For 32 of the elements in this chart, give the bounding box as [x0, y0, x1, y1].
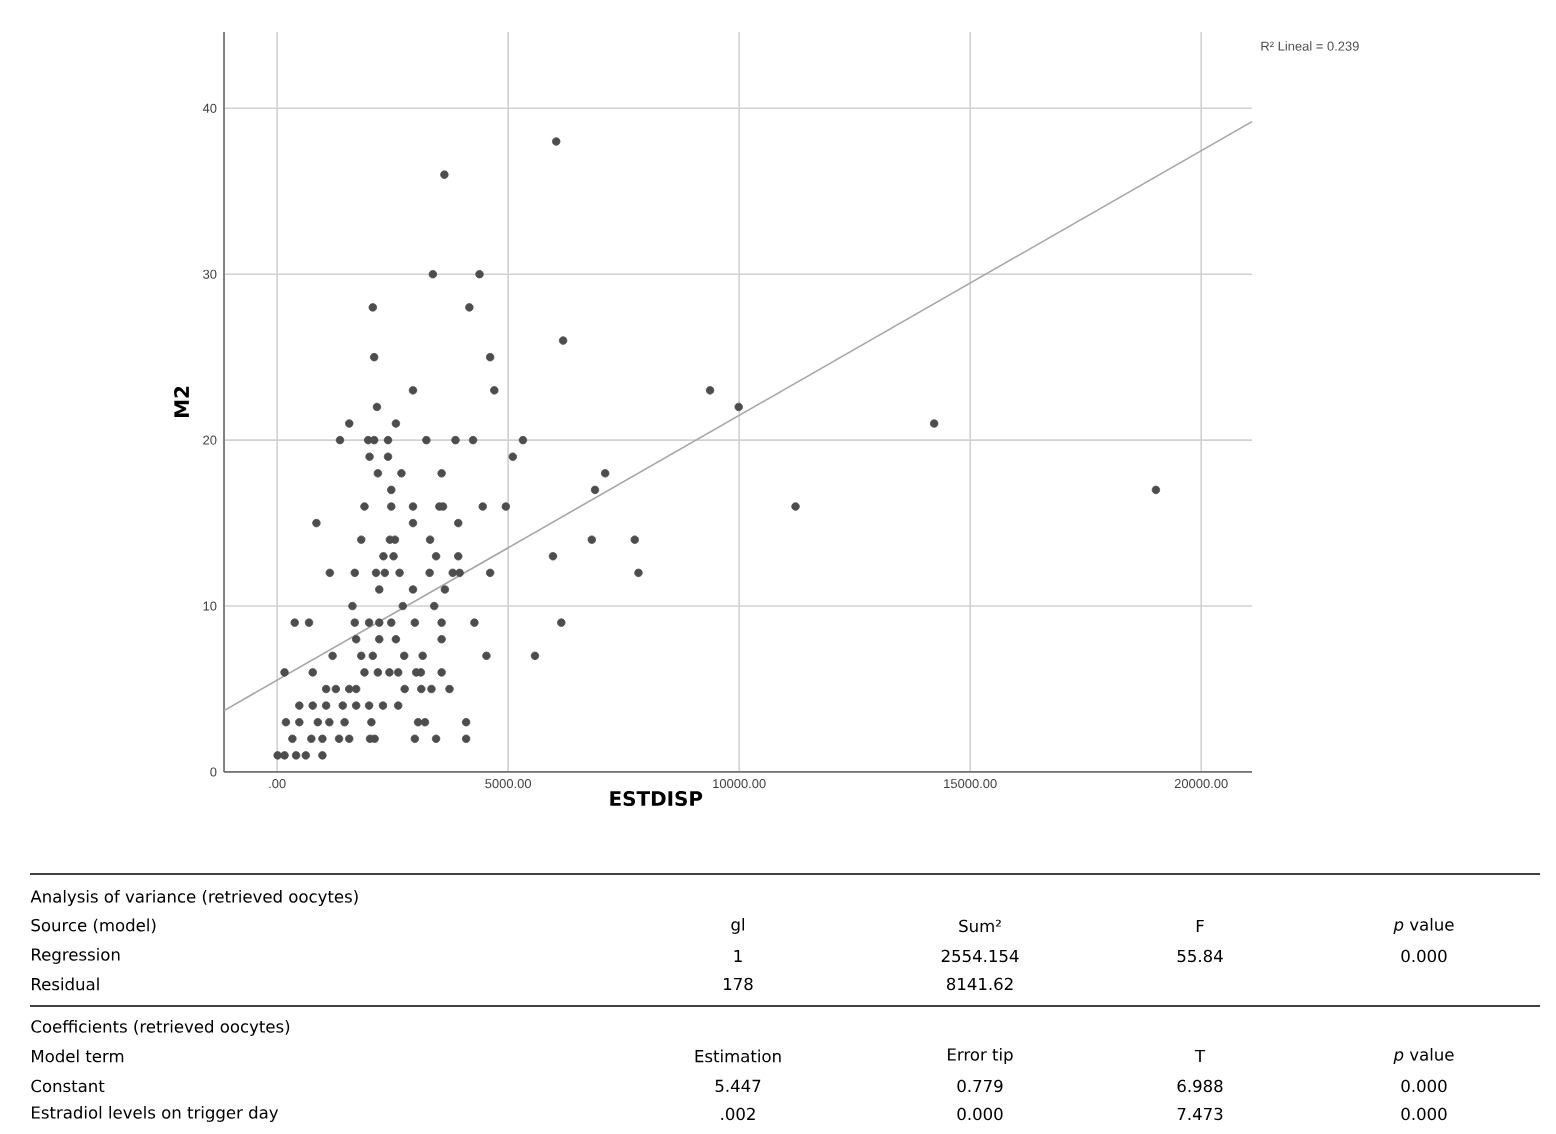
text: F — [1196, 919, 1204, 932]
y-axis-title: M2 — [174, 386, 189, 417]
text: Estradiol levels on trigger day — [32, 1105, 279, 1122]
text: 7.473 — [1177, 1107, 1223, 1121]
text: 0.000 — [1401, 1079, 1447, 1093]
text: 5.447 — [715, 1079, 761, 1093]
text: .002 — [721, 1107, 755, 1121]
text: Sum² — [959, 919, 1001, 933]
text: T — [1194, 1049, 1206, 1062]
text: Estimation — [695, 1049, 781, 1063]
source-note: Source (model) — [31, 918, 156, 934]
text: 0.779 — [957, 1079, 1003, 1093]
text: p value — [1393, 917, 1454, 934]
text: p value — [1393, 1047, 1454, 1064]
text: 0.000 — [1401, 949, 1447, 963]
text: Error tip — [948, 1047, 1013, 1064]
text: Residual — [32, 977, 99, 991]
text: 2554.154 — [941, 949, 1019, 963]
text: 6.988 — [1177, 1079, 1223, 1093]
text: Constant — [31, 1079, 105, 1093]
text: gl — [731, 917, 744, 934]
text: Coefficients (retrieved oocytes) — [31, 1019, 290, 1036]
text: Analysis of variance (retrieved oocytes) — [30, 889, 358, 906]
text: 1 — [734, 949, 742, 962]
text: Regression — [32, 947, 120, 964]
text: 0.000 — [957, 1107, 1003, 1121]
text: 178 — [724, 977, 753, 991]
text: 8141.62 — [946, 977, 1013, 991]
text: 55.84 — [1177, 949, 1223, 963]
text: 0.000 — [1401, 1107, 1447, 1121]
x-axis-title: ESTDISP — [610, 790, 703, 807]
text: Model term — [32, 1049, 124, 1063]
